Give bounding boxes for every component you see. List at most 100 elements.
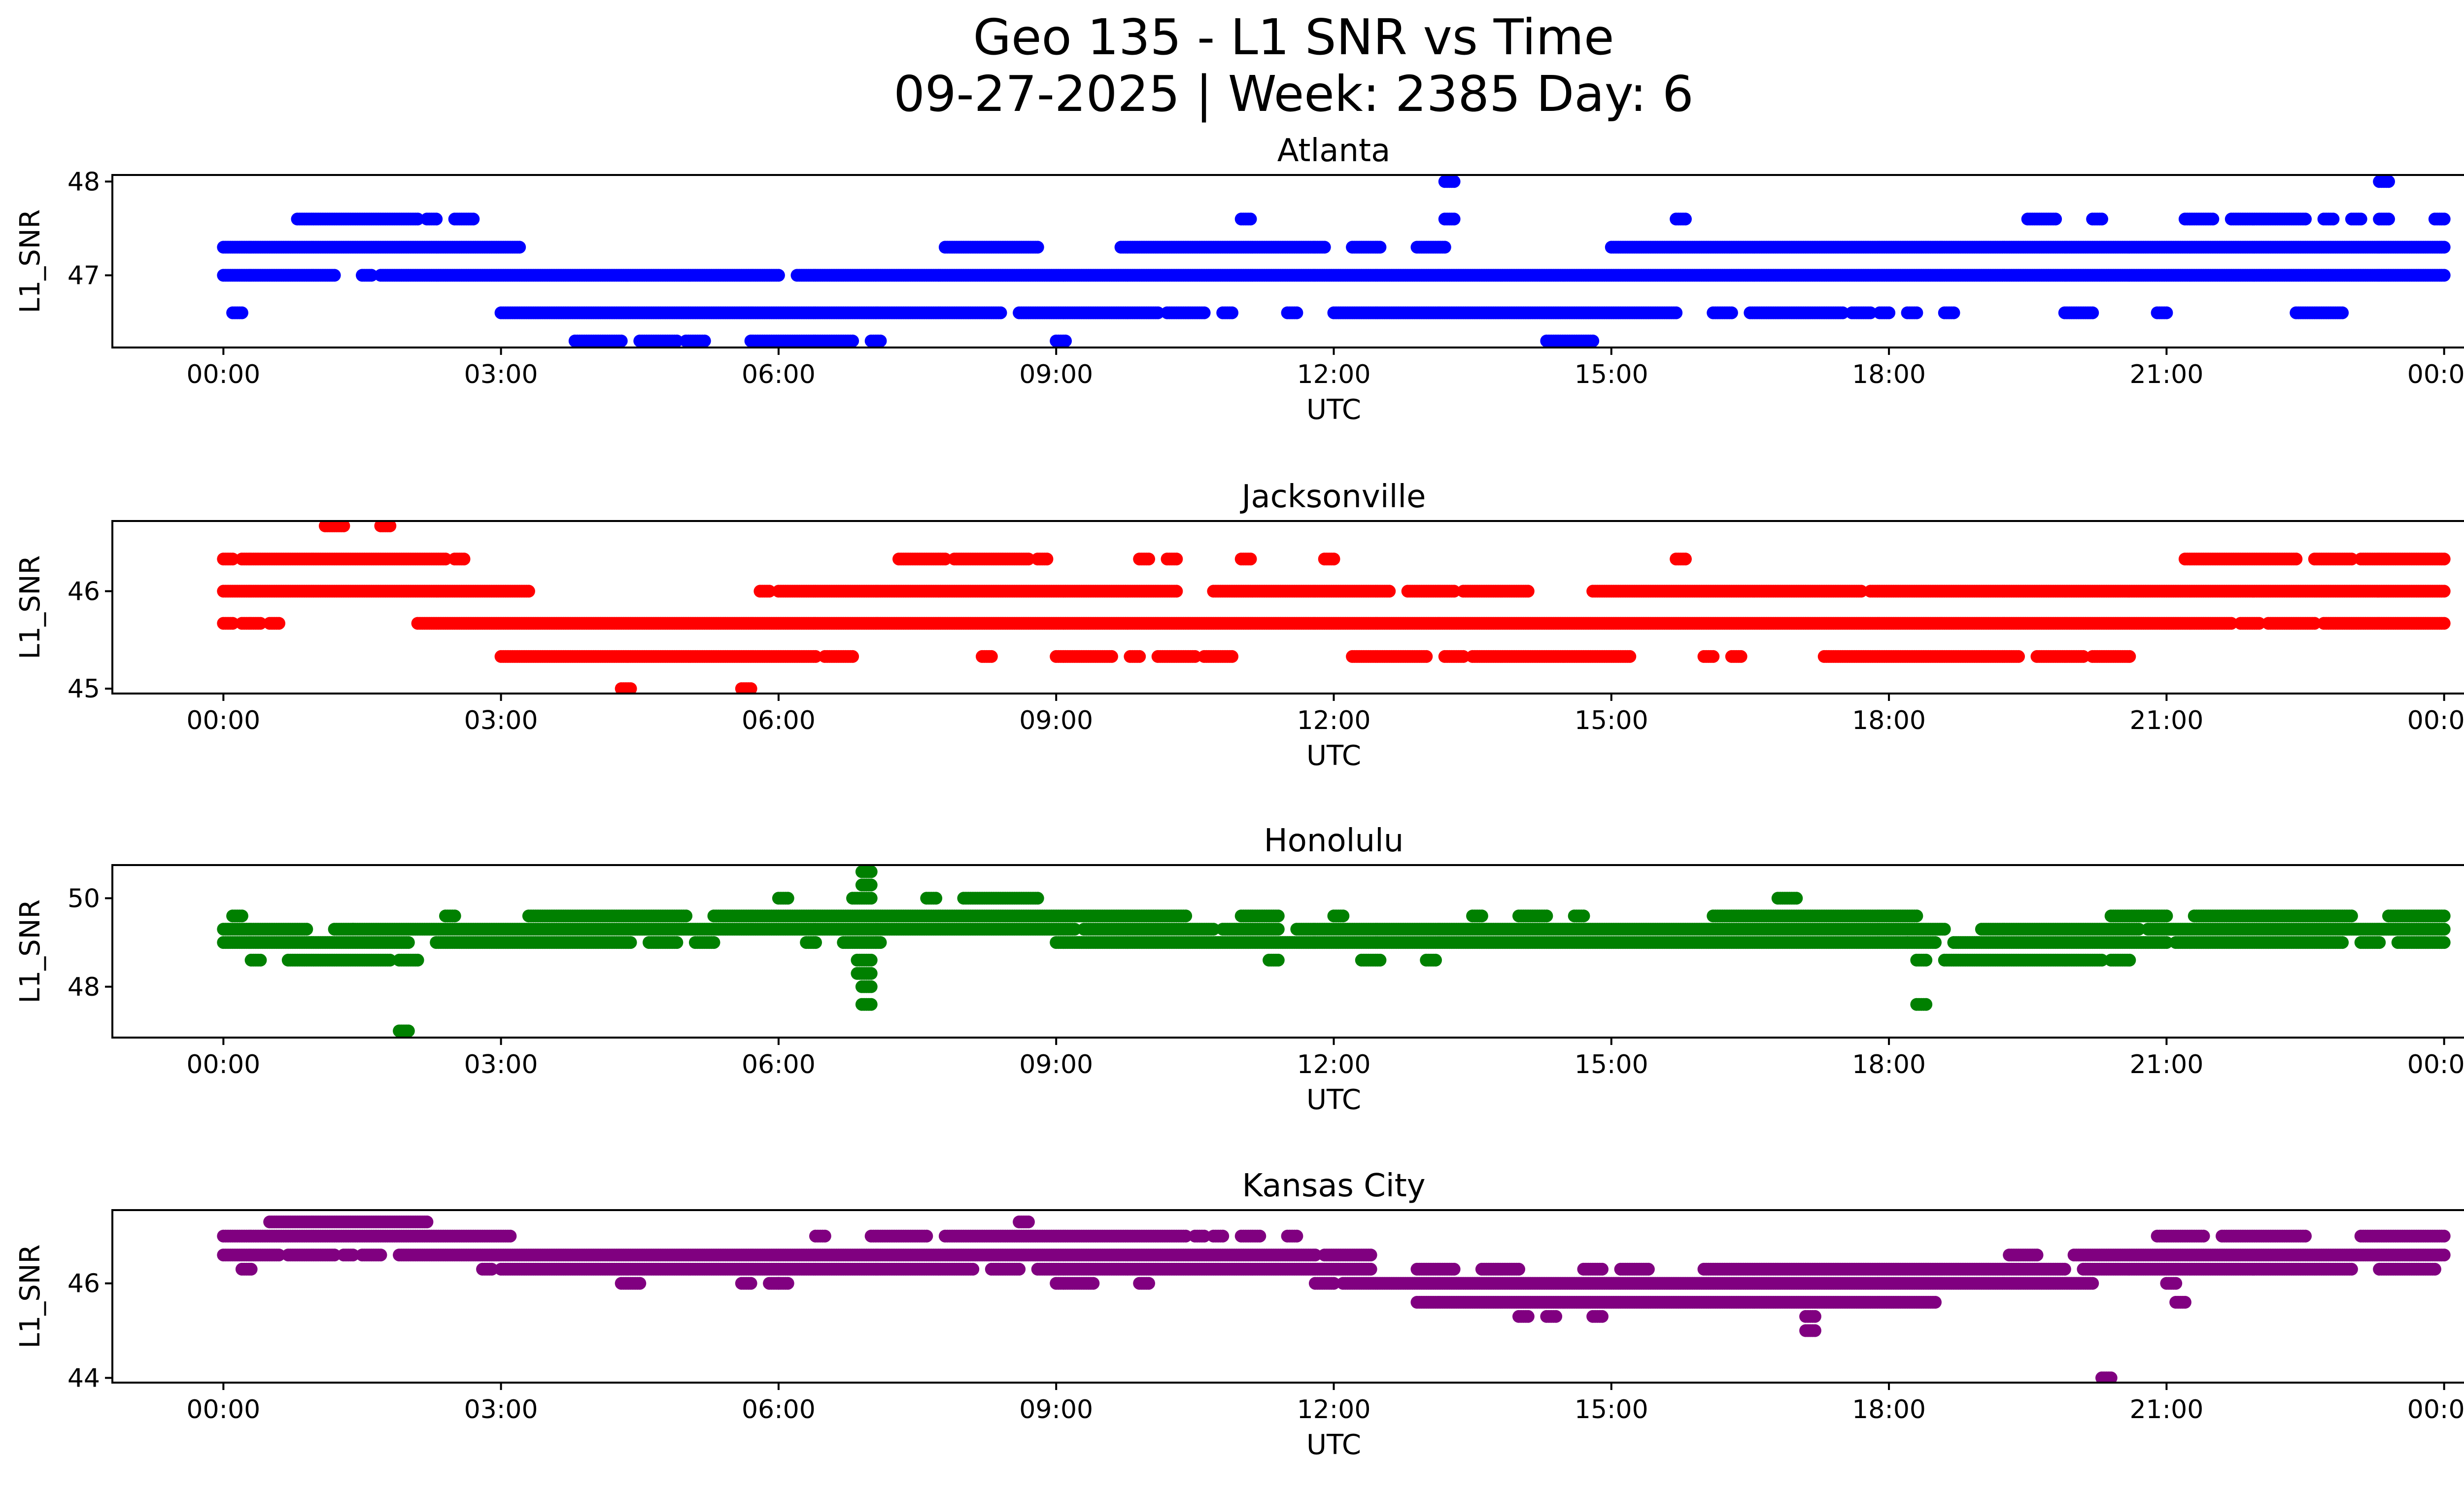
data-point — [337, 521, 350, 532]
data-point — [235, 306, 248, 319]
data-point — [670, 334, 684, 348]
y-tick-label: 47 — [68, 261, 100, 291]
subplot-title: Jacksonville — [1240, 479, 1426, 515]
data-point — [846, 650, 859, 663]
data-point — [273, 617, 285, 630]
data-point — [698, 334, 711, 348]
y-tick-label: 48 — [68, 167, 100, 197]
data-point — [615, 334, 628, 348]
data-point — [994, 306, 1007, 319]
data-point — [254, 617, 267, 630]
data-point — [2345, 553, 2358, 566]
x-tick-label: 18:00 — [1852, 360, 1926, 389]
data-point — [1383, 585, 1396, 598]
data-point — [2160, 306, 2173, 319]
x-axis-label: UTC — [1306, 740, 1361, 772]
data-point — [1521, 585, 1535, 598]
plot-frame — [111, 520, 2464, 695]
data-point — [2336, 306, 2349, 319]
data-point — [1327, 553, 1340, 566]
data-point — [1226, 306, 1238, 319]
data-point — [1031, 241, 1044, 254]
y-axis-label: L1_SNR — [14, 555, 46, 659]
data-series — [217, 521, 2451, 694]
data-point — [2290, 553, 2303, 566]
data-point — [1040, 553, 1054, 566]
data-point — [1910, 306, 1923, 319]
data-point — [1142, 553, 1155, 566]
data-point — [1864, 306, 1877, 319]
x-tick-label: 06:00 — [742, 706, 816, 735]
data-point — [1836, 306, 1849, 319]
data-point — [2382, 212, 2395, 226]
data-point — [2012, 650, 2025, 663]
data-point — [226, 553, 240, 566]
data-point — [2382, 175, 2395, 188]
data-point — [1586, 334, 1600, 348]
x-tick-label: 00:00 — [2407, 360, 2464, 389]
data-point — [1947, 306, 1960, 319]
data-point — [2077, 650, 2090, 663]
data-point — [2224, 617, 2238, 630]
data-point — [1133, 650, 1146, 663]
data-point — [226, 617, 240, 630]
data-point — [1447, 175, 1461, 188]
data-point — [1373, 241, 1387, 254]
data-point — [513, 241, 526, 254]
x-tick-label: 09:00 — [1019, 706, 1093, 735]
subplot-title: Atlanta — [1277, 133, 1391, 169]
data-point — [2327, 212, 2340, 226]
x-tick-label: 21:00 — [2129, 706, 2203, 735]
data-point — [2299, 212, 2312, 226]
data-point — [1447, 212, 1461, 226]
data-point — [1447, 585, 1461, 598]
data-point — [1244, 212, 1257, 226]
data-point — [864, 980, 878, 993]
data-point — [1670, 306, 1683, 319]
x-tick-label: 21:00 — [2129, 360, 2203, 389]
data-point — [2123, 650, 2136, 663]
data-point — [864, 998, 878, 1011]
x-tick-label: 12:00 — [1297, 360, 1371, 389]
figure-title-line1: Geo 135 - L1 SNR vs Time — [973, 8, 1614, 66]
data-point — [2354, 212, 2367, 226]
data-point — [383, 521, 397, 532]
data-point — [1707, 650, 1720, 663]
data-point — [1420, 650, 1433, 663]
data-point — [402, 1024, 415, 1038]
data-point — [1725, 306, 1738, 319]
data-point — [1151, 306, 1164, 319]
data-point — [2086, 306, 2099, 319]
data-point — [1170, 585, 1183, 598]
data-point — [2095, 212, 2108, 226]
data-point — [2437, 269, 2451, 282]
data-point — [2437, 617, 2451, 630]
data-point — [1679, 553, 1692, 566]
data-point — [2206, 212, 2220, 226]
y-tick-label: 45 — [68, 674, 100, 704]
subplot-title: Honolulu — [1264, 823, 1404, 859]
data-point — [430, 212, 443, 226]
data-point — [1734, 650, 1747, 663]
x-tick-label: 09:00 — [1019, 360, 1093, 389]
data-series — [217, 865, 2451, 1038]
data-point — [1854, 585, 1868, 598]
data-point — [439, 553, 452, 566]
x-axis-label: UTC — [1306, 394, 1361, 426]
data-point — [1226, 650, 1238, 663]
data-series — [217, 175, 2451, 348]
data-point — [1059, 334, 1072, 348]
data-point — [365, 269, 378, 282]
x-tick-label: 00:00 — [186, 706, 260, 735]
y-axis-label: L1_SNR — [14, 209, 46, 313]
data-point — [2437, 585, 2451, 598]
x-tick-label: 00:00 — [186, 360, 260, 389]
data-point — [1318, 241, 1331, 254]
data-point — [2437, 241, 2451, 254]
data-point — [1244, 553, 1257, 566]
data-point — [522, 585, 535, 598]
data-point — [1679, 212, 1692, 226]
